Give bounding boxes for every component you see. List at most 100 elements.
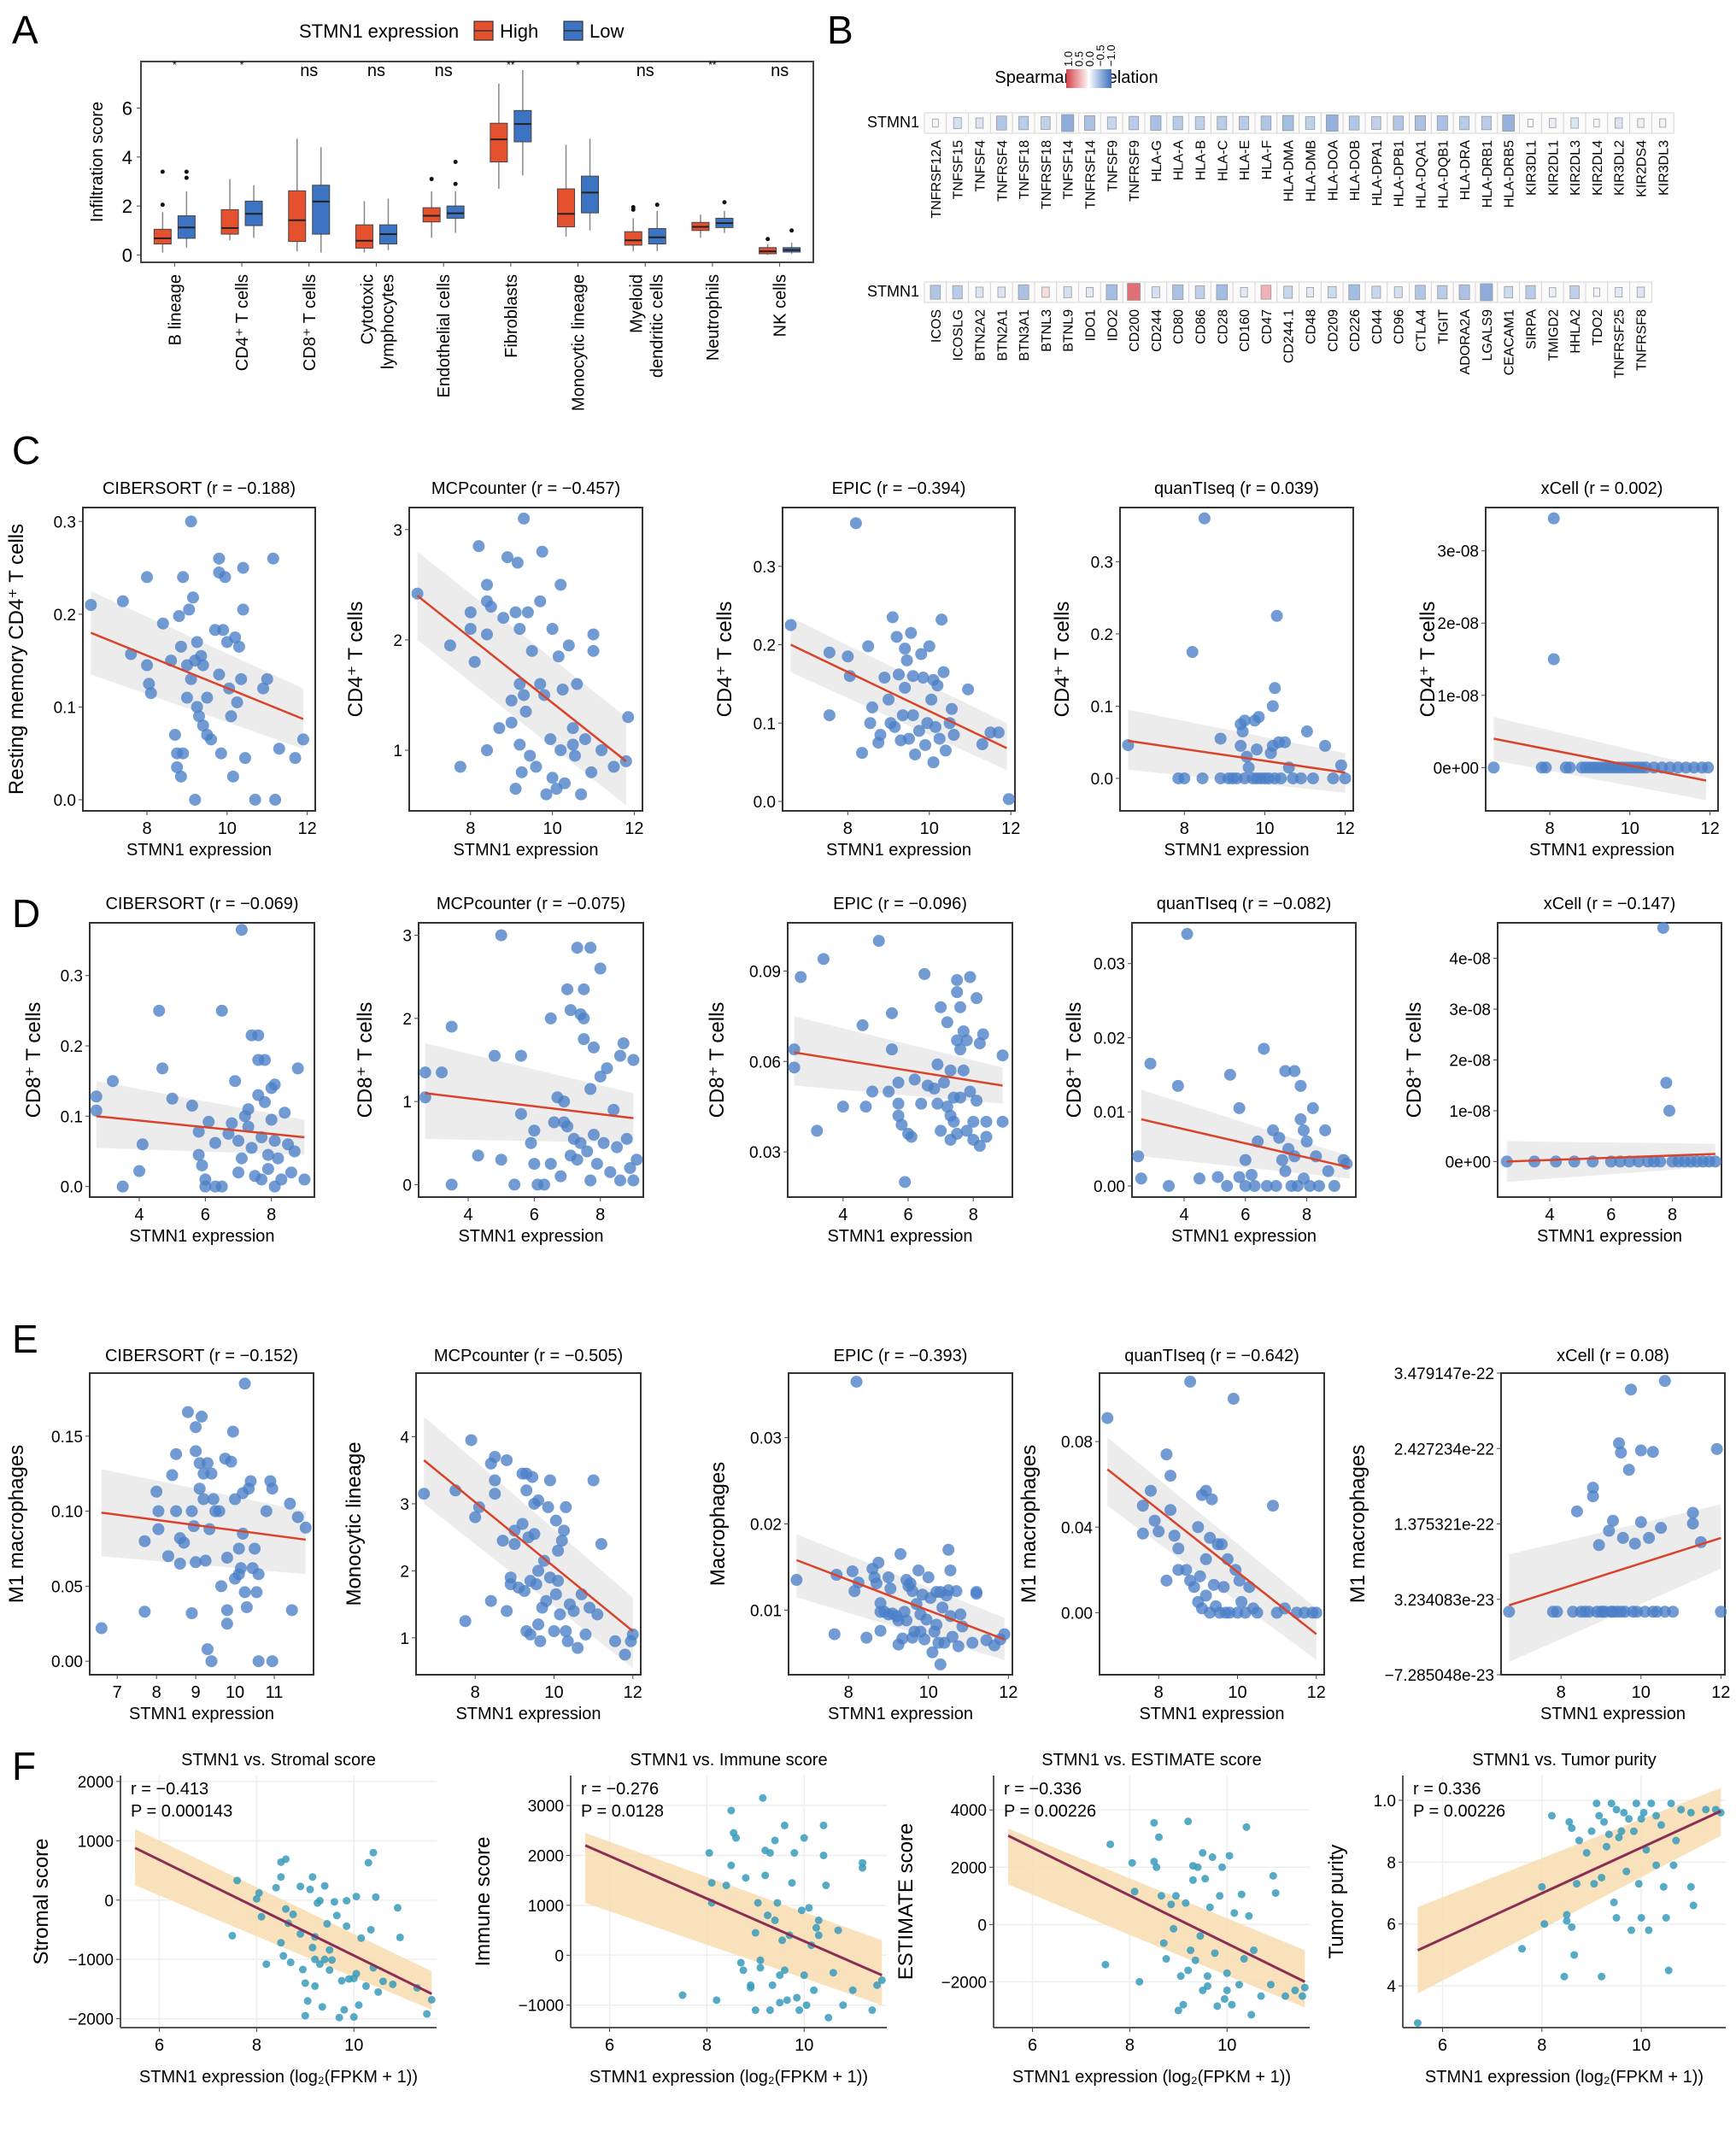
data-point: [225, 1455, 238, 1468]
plot-title: EPIC (r = −0.393): [834, 1347, 968, 1365]
data-point: [225, 710, 238, 723]
x-axis-label: STMN1 expression: [126, 841, 272, 860]
data-point: [546, 772, 559, 784]
correlation-r-label: r = 0.336: [1413, 1780, 1481, 1799]
data-point: [627, 1174, 640, 1187]
data-point: [937, 1076, 950, 1089]
data-point: [374, 1987, 383, 1996]
data-point: [1620, 1808, 1628, 1817]
data-point: [201, 1643, 214, 1656]
x-tick-label: 12: [1001, 819, 1020, 838]
data-point: [595, 744, 608, 756]
y-tick-label: 0.08: [1061, 1434, 1093, 1452]
y-tick-label: 0: [104, 1893, 114, 1911]
x-axis-label: STMN1 expression: [129, 1705, 274, 1723]
gene-label: HLA-DQB1: [1436, 140, 1451, 208]
scatter-plot-4: quanTIseq (r = −0.082) 0.00 0.01 0.02 0.03 4 6…: [1063, 897, 1357, 1246]
data-point: [899, 643, 912, 655]
data-point: [765, 1849, 774, 1858]
data-point: [1275, 772, 1287, 784]
y-tick-label: 0.15: [51, 1429, 83, 1447]
y-tick-label: 0.2: [1091, 626, 1113, 644]
data-point: [856, 1019, 869, 1031]
data-point: [484, 601, 497, 613]
y-tick-label: 0.3: [61, 968, 83, 986]
y-tick-label: 1000: [78, 1833, 114, 1851]
data-point: [1152, 1525, 1165, 1538]
gene-label: TNFSF4: [974, 140, 988, 192]
data-point: [742, 1874, 750, 1882]
gene-label: BTNL9: [1062, 309, 1076, 352]
data-point: [291, 1062, 304, 1075]
data-point: [186, 591, 199, 604]
correlation-marker: [1328, 285, 1337, 299]
data-point: [591, 1608, 604, 1621]
y-axis-label: CD4⁺ T cells: [1051, 602, 1074, 718]
data-point: [215, 1004, 228, 1017]
data-point: [707, 1879, 716, 1887]
data-point: [1235, 739, 1247, 752]
data-point: [1686, 1506, 1699, 1519]
x-tick-label: 6: [530, 1206, 539, 1224]
panel-label-e: E: [12, 1317, 38, 1361]
data-point: [267, 552, 279, 565]
box-high: [557, 144, 576, 237]
data-point: [229, 631, 242, 643]
data-point: [1252, 711, 1265, 724]
data-point: [1590, 1880, 1598, 1888]
data-point: [942, 1543, 955, 1556]
gene-label: CD96: [1393, 309, 1407, 344]
data-point: [1319, 739, 1332, 752]
data-point: [505, 716, 518, 729]
gene-label: CEACAM1: [1503, 309, 1517, 375]
data-point: [196, 1159, 208, 1171]
data-point: [971, 1095, 983, 1107]
data-point: [1610, 1898, 1618, 1906]
data-point: [951, 986, 964, 999]
data-point: [892, 1109, 905, 1122]
data-point: [1667, 1799, 1675, 1808]
data-point: [800, 1971, 808, 1980]
data-point: [1563, 1917, 1571, 1925]
data-point: [343, 1922, 351, 1930]
data-point: [1291, 1986, 1299, 1994]
y-tick-label: 6: [122, 97, 132, 119]
data-point: [805, 1904, 813, 1912]
data-point: [214, 747, 227, 760]
y-tick-label: 1e-08: [1437, 688, 1479, 706]
x-tick-label: 10: [344, 2036, 363, 2055]
y-axis-label: Resting memory CD4⁺ T cells: [5, 524, 28, 795]
data-point: [235, 924, 248, 936]
gene-label: KIR3DL2: [1613, 140, 1628, 196]
data-point: [814, 1916, 823, 1924]
x-tick-label: 10: [1228, 1683, 1246, 1702]
data-point: [536, 545, 548, 558]
data-point: [277, 1873, 285, 1882]
y-tick-label: 0e+00: [1434, 760, 1479, 778]
data-point: [489, 1474, 501, 1487]
correlation-marker: [975, 117, 984, 129]
data-point: [1587, 1827, 1596, 1835]
y-tick-label: 1: [393, 743, 402, 760]
x-axis-label: STMN1 expression: [453, 841, 598, 860]
x-tick-label: 8: [1668, 1206, 1677, 1224]
x-category-label: CD4⁺ T cells: [233, 274, 252, 371]
plot-title: STMN1 vs. Stromal score: [181, 1752, 376, 1770]
x-tick-label: 8: [843, 819, 853, 838]
data-point: [561, 1635, 574, 1647]
data-point: [552, 1575, 565, 1588]
data-point: [238, 1586, 251, 1599]
data-point: [613, 1049, 626, 1062]
correlation-marker: [1260, 285, 1272, 300]
data-point: [571, 942, 584, 954]
data-point: [823, 646, 836, 659]
data-point: [185, 1505, 198, 1518]
data-point: [202, 1115, 215, 1128]
data-point: [266, 1655, 279, 1668]
data-point: [1188, 1581, 1200, 1594]
data-point: [584, 1083, 597, 1095]
data-point: [778, 1936, 787, 1945]
box-body: [422, 207, 441, 223]
data-point: [269, 793, 282, 806]
data-point: [1602, 1842, 1610, 1851]
